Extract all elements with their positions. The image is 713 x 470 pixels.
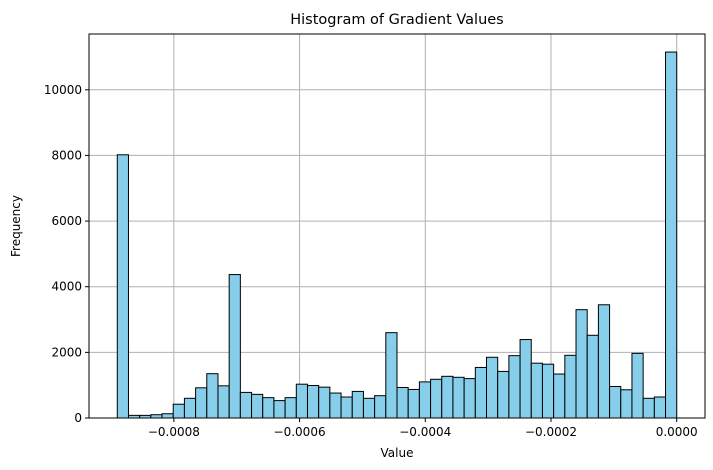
y-axis-label: Frequency [9, 195, 23, 257]
histogram-bar [340, 396, 353, 419]
histogram-bar [161, 413, 174, 419]
histogram-bar [452, 376, 465, 419]
histogram-bar [418, 381, 432, 419]
histogram-bar [474, 366, 488, 419]
x-tick-label: −0.0002 [525, 425, 577, 439]
histogram-bar [318, 386, 331, 419]
x-axis-ticks: −0.0008 −0.0006 −0.0004 −0.0002 0.0000 [148, 418, 698, 439]
histogram-bar [653, 396, 667, 419]
plot-frame [88, 33, 706, 419]
x-tick-label: 0.0000 [656, 425, 698, 439]
histogram-bar [575, 309, 588, 419]
histogram-bar [609, 385, 622, 419]
histogram-bar [642, 397, 655, 419]
histogram-bar [396, 386, 409, 419]
histogram-bar [564, 354, 577, 419]
histogram-bar [262, 397, 275, 419]
x-tick-label: −0.0004 [399, 425, 451, 439]
histogram-bar [251, 393, 264, 419]
y-tick-label: 0 [74, 411, 82, 425]
histogram-bar [541, 363, 555, 419]
histogram-bar [463, 378, 476, 419]
y-tick-label: 10000 [44, 83, 82, 97]
histogram-bar [385, 332, 398, 419]
histogram-bar [631, 352, 644, 419]
histogram-bar [329, 392, 342, 419]
histogram-bar [172, 403, 185, 419]
histogram-bar [239, 391, 253, 419]
histogram-bar [620, 389, 633, 419]
histogram-bar [430, 378, 443, 419]
histogram-bar [228, 274, 241, 419]
histogram-bar [508, 355, 521, 419]
histogram-bar [206, 373, 219, 419]
histogram-bar [486, 356, 499, 419]
histogram-bar [586, 334, 599, 419]
histogram-bar [530, 362, 543, 419]
chart-title: Histogram of Gradient Values [290, 12, 504, 28]
histogram-bar [351, 390, 364, 419]
histogram-bar [195, 387, 208, 419]
histogram-bar [407, 388, 420, 419]
histogram-bar [665, 51, 678, 419]
histogram-bars [116, 51, 678, 419]
histogram-bar [362, 397, 376, 419]
y-tick-label: 4000 [51, 280, 82, 294]
histogram-bar [519, 339, 532, 419]
y-tick-label: 8000 [51, 148, 82, 162]
histogram-bar [183, 397, 197, 419]
histogram-bar [553, 373, 566, 419]
histogram-bar [295, 383, 308, 419]
histogram-bar [116, 154, 129, 419]
y-tick-label: 6000 [51, 214, 82, 228]
histogram-bar [441, 375, 454, 419]
x-tick-label: −0.0008 [148, 425, 200, 439]
histogram-bar [217, 385, 230, 419]
y-tick-label: 2000 [51, 345, 82, 359]
histogram-bar [597, 304, 611, 419]
histogram-bar [284, 397, 297, 419]
histogram-bar [497, 370, 510, 419]
x-tick-label: −0.0006 [274, 425, 326, 439]
y-axis-ticks: 0 2000 4000 6000 8000 10000 [44, 83, 89, 425]
histogram-bar [273, 400, 286, 419]
x-axis-label: Value [381, 446, 414, 460]
histogram-bar [306, 385, 320, 419]
grid-lines [89, 34, 705, 419]
histogram-bar [374, 395, 387, 419]
